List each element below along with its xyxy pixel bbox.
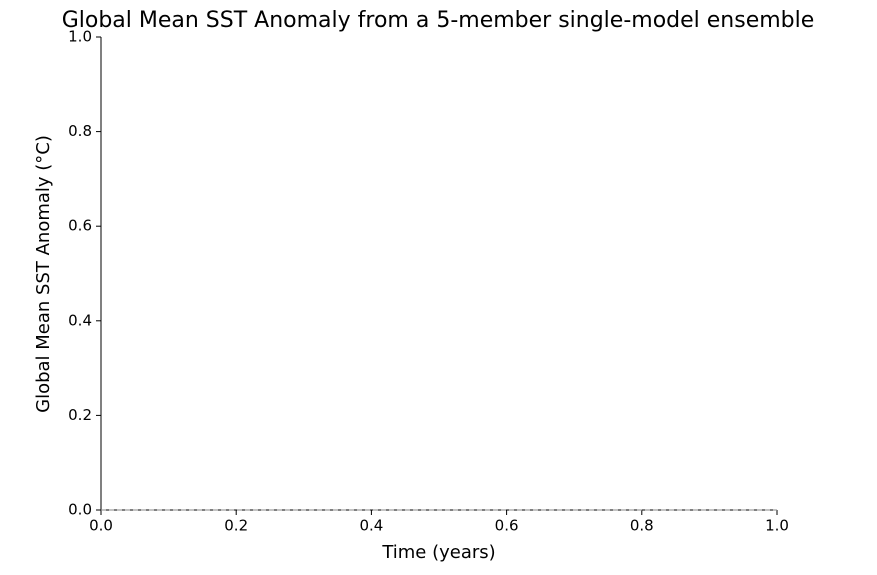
y-tick-label: 0.8 [68,122,92,140]
y-tick-label: 1.0 [68,28,92,46]
y-tick-label: 0.0 [68,501,92,519]
x-tick-label: 0.0 [89,517,113,535]
x-tick-label: 0.8 [630,517,654,535]
y-axis-label: Global Mean SST Anomaly (°C) [33,135,54,413]
y-tick-label: 0.4 [68,311,92,329]
x-tick-label: 0.2 [224,517,248,535]
x-tick-label: 0.4 [359,517,383,535]
y-tick-label: 0.6 [68,217,92,235]
x-tick-label: 1.0 [765,517,789,535]
x-tick-label: 0.6 [495,517,519,535]
y-tick-label: 0.2 [68,406,92,424]
x-axis-label: Time (years) [381,542,495,563]
chart-title: Global Mean SST Anomaly from a 5-member … [62,8,815,33]
